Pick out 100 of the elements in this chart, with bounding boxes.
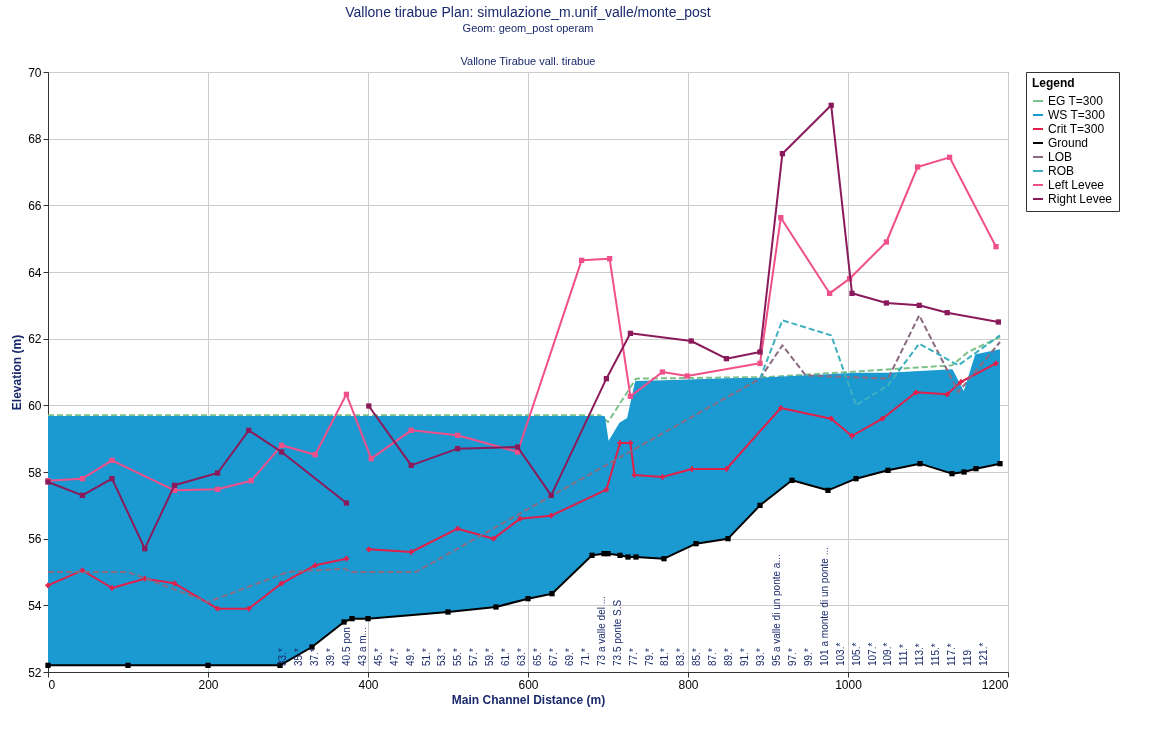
- annotation: 61.*: [500, 648, 512, 666]
- annotation: 45.*: [372, 648, 384, 666]
- point: [995, 319, 1002, 325]
- annotation: 39.*: [324, 648, 336, 666]
- annotation: 69.*: [563, 648, 575, 666]
- point: [631, 472, 638, 478]
- annotation: 73 a valle del ...: [595, 595, 607, 666]
- line-series: [759, 319, 1001, 407]
- legend-label: Ground: [1048, 136, 1089, 150]
- x-tick-label: 200: [198, 677, 219, 692]
- annotation: 103.*: [834, 642, 846, 666]
- annotation: 97.*: [786, 648, 798, 666]
- point: [408, 549, 414, 555]
- annotation: 81.*: [659, 648, 671, 666]
- y-tick-label: 56: [28, 532, 42, 547]
- point: [589, 552, 595, 558]
- point: [778, 405, 784, 411]
- legend-label: EG T=300: [1048, 94, 1104, 108]
- annotation: 105.*: [850, 642, 862, 666]
- point: [883, 300, 890, 306]
- point: [343, 500, 350, 506]
- point: [659, 474, 666, 480]
- point: [757, 349, 763, 355]
- point: [341, 619, 347, 625]
- annotation: 83.*: [675, 648, 687, 666]
- y-tick-label: 62: [28, 332, 42, 347]
- y-tick-label: 66: [28, 198, 42, 213]
- chart-title: Vallone tirabue Plan: simulazione_m.unif_valle/monte_post: [345, 4, 711, 20]
- annotation: 53.*: [436, 648, 448, 666]
- y-tick-label: 60: [28, 398, 42, 413]
- annotation: 71.*: [579, 648, 591, 666]
- legend-label: Right Levee: [1048, 192, 1113, 206]
- point: [525, 596, 531, 602]
- point: [205, 662, 211, 668]
- y-tick-label: 58: [28, 465, 42, 480]
- y-tick-label: 54: [28, 598, 42, 613]
- point: [625, 554, 631, 560]
- annotation: 65.*: [532, 648, 544, 666]
- x-tick-label: 1000: [835, 677, 863, 692]
- annotation: 85.*: [691, 648, 703, 666]
- point: [278, 449, 285, 455]
- point: [517, 516, 523, 522]
- annotation: 77.*: [627, 648, 639, 666]
- annotation: 89.*: [723, 648, 735, 666]
- point: [849, 433, 855, 439]
- legend-label: ROB: [1048, 164, 1075, 178]
- annotation: 95 a valle di un ponte a...: [770, 554, 782, 666]
- annotation: 93.*: [755, 648, 767, 666]
- point: [973, 466, 979, 472]
- point: [883, 239, 890, 245]
- line-series: [47, 336, 1001, 423]
- point: [109, 476, 115, 482]
- point: [633, 554, 639, 560]
- x-tick-label: 0: [48, 677, 56, 692]
- point: [45, 582, 51, 588]
- point: [349, 616, 355, 622]
- annotation: 113.*: [914, 643, 926, 666]
- annotation: 51.*: [420, 648, 432, 666]
- annotation: 101 a monte di un ponte ...: [818, 547, 830, 666]
- legend-label: Left Levee: [1048, 178, 1105, 192]
- annotation: 63.*: [516, 648, 528, 666]
- point: [849, 290, 855, 296]
- annotation: 79.*: [643, 648, 655, 666]
- annotation: 121.*: [978, 642, 989, 666]
- annotation: 40.5 pon: [340, 627, 352, 666]
- legend-label: WS T=300: [1048, 108, 1106, 122]
- point: [993, 244, 999, 250]
- point: [688, 338, 694, 344]
- point: [605, 551, 611, 557]
- annotation: 87.*: [707, 648, 719, 666]
- x-axis-title: Main Channel Distance (m): [451, 692, 606, 707]
- point: [684, 373, 690, 379]
- annotation: 67.*: [547, 648, 559, 666]
- point: [789, 477, 795, 483]
- point: [958, 379, 964, 385]
- point: [689, 466, 695, 472]
- y-tick-label: 64: [28, 265, 42, 280]
- point: [913, 389, 919, 395]
- legend-label: LOB: [1048, 150, 1073, 164]
- point: [961, 469, 967, 475]
- point: [853, 476, 859, 482]
- point: [993, 360, 999, 366]
- point: [885, 467, 891, 473]
- point: [661, 556, 667, 562]
- annotation: 107.*: [866, 642, 878, 666]
- legend-title: Legend: [1032, 76, 1075, 90]
- point: [445, 609, 451, 615]
- point: [549, 591, 555, 597]
- point: [757, 502, 763, 508]
- annotation: 49.*: [404, 648, 416, 666]
- annotation: 99.*: [802, 648, 814, 666]
- legend-label: Crit T=300: [1048, 122, 1105, 136]
- annotation: 35.*: [293, 648, 305, 666]
- annotation: 109.*: [882, 642, 894, 666]
- point: [825, 487, 831, 493]
- y-axis-title: Elevation (m): [10, 334, 25, 411]
- annotation: 55.*: [452, 648, 464, 666]
- annotation: 33.*: [277, 648, 289, 666]
- point: [514, 444, 521, 450]
- point: [45, 662, 51, 668]
